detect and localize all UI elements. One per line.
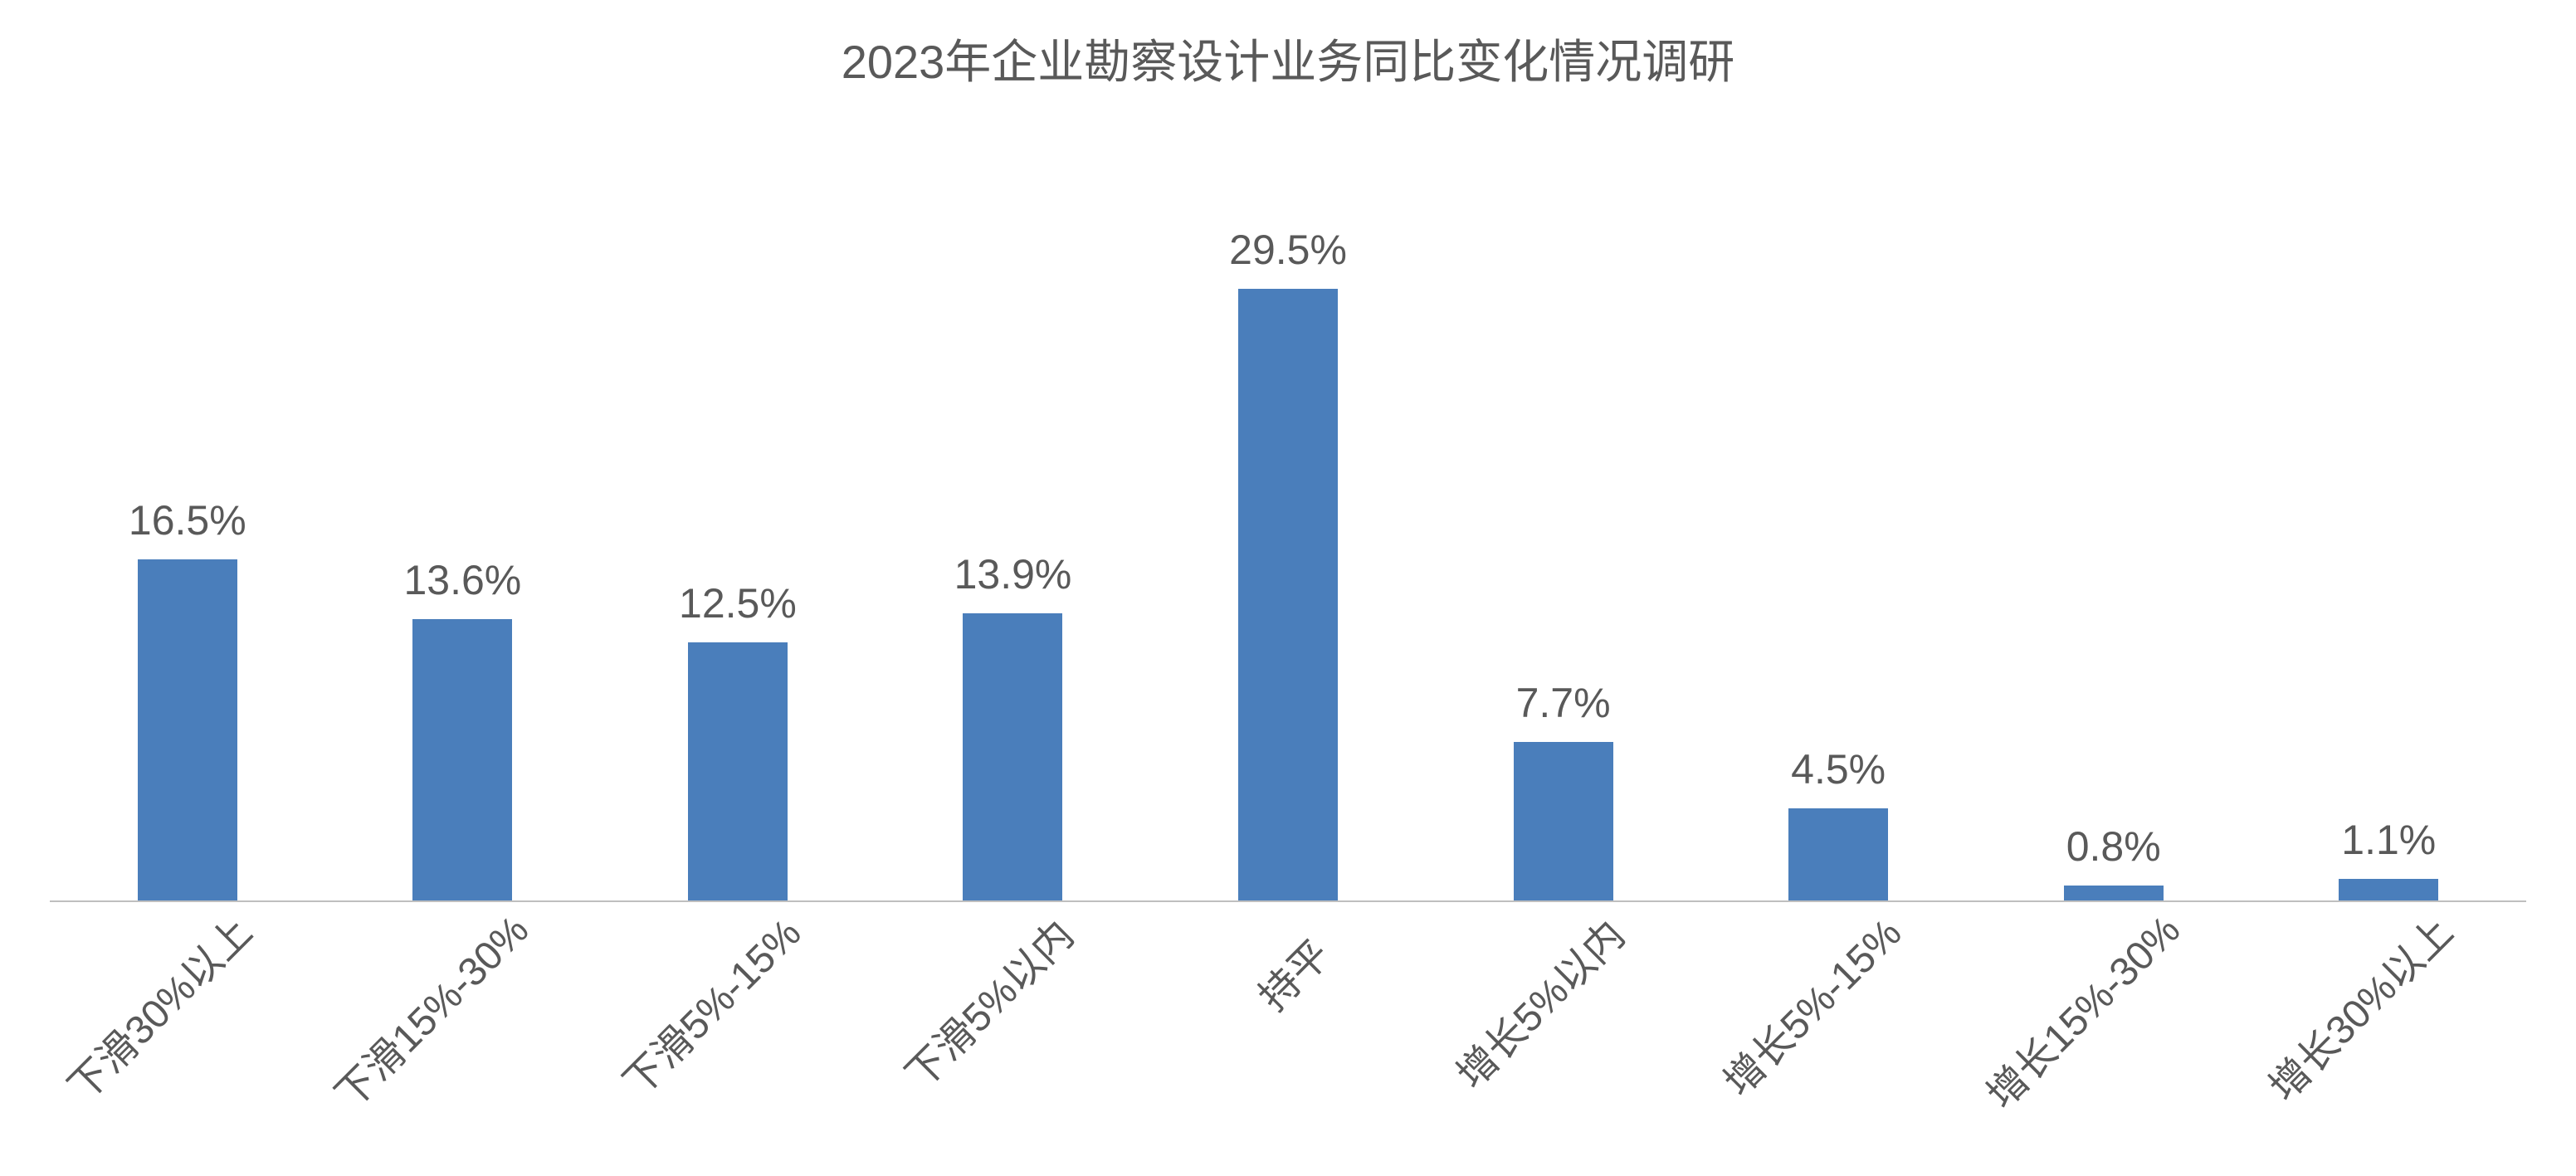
x-label-slot: 下滑5%-15% bbox=[600, 902, 876, 1176]
chart-container: 2023年企业勘察设计业务同比变化情况调研 16.5% 13.6% 12.5% 13.… bbox=[0, 0, 2576, 1176]
x-axis-labels-group: 下滑30%以上下滑15%-30%下滑5%-15%下滑5%以内持平增长5%以内增长… bbox=[50, 902, 2526, 1176]
category-label: 下滑30%以上 bbox=[52, 901, 262, 1111]
x-label-slot: 持平 bbox=[1150, 902, 1426, 1176]
bar-slot: 0.8% bbox=[1976, 216, 2252, 902]
bar bbox=[1238, 289, 1338, 902]
plot-area: 16.5% 13.6% 12.5% 13.9% 29.5% 7.7% 4.5% 0.8% 1.1… bbox=[50, 216, 2526, 902]
x-label-slot: 下滑15%-30% bbox=[325, 902, 601, 1176]
x-label-slot: 增长5%-15% bbox=[1700, 902, 1976, 1176]
x-label-slot: 增长15%-30% bbox=[1976, 902, 2252, 1176]
category-label: 下滑5%以内 bbox=[890, 905, 1085, 1099]
x-label-slot: 下滑30%以上 bbox=[50, 902, 325, 1176]
value-label: 29.5% bbox=[1229, 226, 1347, 274]
x-label-slot: 增长5%以内 bbox=[1426, 902, 1701, 1176]
bar bbox=[412, 619, 512, 902]
value-label: 1.1% bbox=[2341, 816, 2436, 864]
bar-slot: 13.6% bbox=[325, 216, 601, 902]
category-label: 下滑5%-15% bbox=[607, 903, 812, 1107]
bar-slot: 4.5% bbox=[1700, 216, 1976, 902]
category-label: 增长30%以上 bbox=[2253, 901, 2463, 1111]
bar-slot: 16.5% bbox=[50, 216, 325, 902]
value-label: 12.5% bbox=[679, 579, 797, 627]
bar-slot: 29.5% bbox=[1150, 216, 1426, 902]
bar bbox=[2339, 879, 2438, 902]
value-label: 16.5% bbox=[129, 496, 246, 544]
x-label-slot: 下滑5%以内 bbox=[876, 902, 1151, 1176]
bars-group: 16.5% 13.6% 12.5% 13.9% 29.5% 7.7% 4.5% 0.8% 1.1… bbox=[50, 216, 2526, 902]
chart-title: 2023年企业勘察设计业务同比变化情况调研 bbox=[0, 25, 2576, 92]
category-label: 增长5%以内 bbox=[1441, 905, 1635, 1099]
value-label: 13.9% bbox=[954, 550, 1072, 598]
bar bbox=[1788, 808, 1888, 902]
value-label: 0.8% bbox=[2066, 822, 2161, 871]
bar-slot: 12.5% bbox=[600, 216, 876, 902]
category-label: 增长15%-30% bbox=[1971, 900, 2191, 1120]
value-label: 4.5% bbox=[1791, 745, 1886, 793]
bar bbox=[138, 559, 237, 903]
bar bbox=[963, 613, 1062, 902]
category-label: 下滑15%-30% bbox=[320, 900, 539, 1120]
x-label-slot: 增长30%以上 bbox=[2252, 902, 2527, 1176]
category-label: 持平 bbox=[1243, 924, 1340, 1021]
bar bbox=[1514, 742, 1613, 902]
bar bbox=[688, 642, 788, 902]
value-label: 7.7% bbox=[1516, 679, 1611, 727]
category-label: 增长5%-15% bbox=[1708, 903, 1912, 1107]
bar-slot: 1.1% bbox=[2252, 216, 2527, 902]
bar-slot: 7.7% bbox=[1426, 216, 1701, 902]
value-label: 13.6% bbox=[403, 556, 521, 604]
bar-slot: 13.9% bbox=[876, 216, 1151, 902]
